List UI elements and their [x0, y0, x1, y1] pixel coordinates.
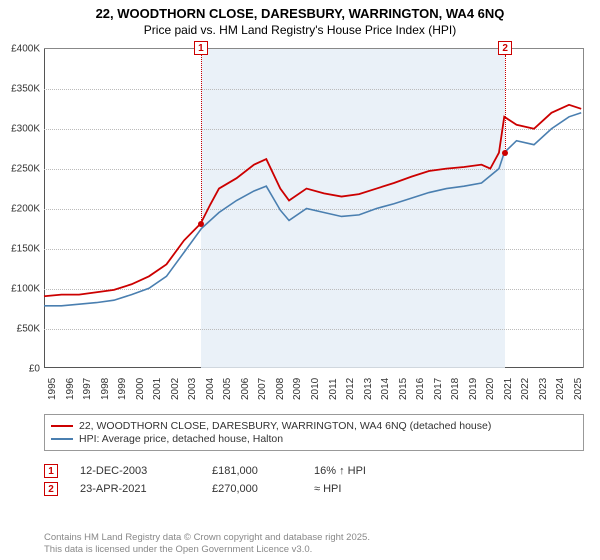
x-tick-label: 2001 [152, 378, 163, 400]
sale-flag-2: 2 [498, 41, 512, 55]
sale-price-1: £181,000 [212, 465, 292, 477]
sale-price-2: £270,000 [212, 483, 292, 495]
legend-row-2: HPI: Average price, detached house, Halt… [51, 433, 577, 445]
x-tick-label: 2011 [328, 378, 339, 400]
plot-area: 12 £0£50K£100K£150K£200K£250K£300K£350K£… [44, 48, 584, 368]
x-axis-labels: 1995 1996 1997 1998 1999 2000 2001 2002 2003 2004… [44, 370, 584, 410]
x-tick-label: 2025 [573, 378, 584, 400]
x-tick-label: 2019 [468, 378, 479, 400]
chart-title-line2: Price paid vs. HM Land Registry's House … [0, 23, 600, 37]
sales-row-2: 2 23-APR-2021 £270,000 ≈ HPI [44, 480, 584, 498]
x-tick-label: 2008 [275, 378, 286, 400]
legend-swatch-2 [51, 438, 73, 440]
plot-svg [44, 49, 583, 368]
y-tick-label: £0 [29, 364, 40, 375]
sales-row-1: 1 12-DEC-2003 £181,000 16% ↑ HPI [44, 462, 584, 480]
y-tick-label: £100K [11, 284, 40, 295]
x-tick-label: 2000 [135, 378, 146, 400]
x-tick-label: 1995 [47, 378, 58, 400]
x-tick-label: 2010 [310, 378, 321, 400]
sale-flag-1: 1 [194, 41, 208, 55]
x-tick-label: 2009 [292, 378, 303, 400]
x-tick-label: 2002 [170, 378, 181, 400]
y-tick-label: £200K [11, 204, 40, 215]
x-tick-label: 2007 [257, 378, 268, 400]
x-tick-label: 1999 [117, 378, 128, 400]
y-tick-label: £300K [11, 124, 40, 135]
footer-line-2: This data is licensed under the Open Gov… [44, 544, 584, 556]
x-tick-label: 2024 [555, 378, 566, 400]
x-tick-label: 2016 [415, 378, 426, 400]
y-tick-label: £150K [11, 244, 40, 255]
x-tick-label: 2017 [433, 378, 444, 400]
x-tick-label: 2018 [450, 378, 461, 400]
sales-table: 1 12-DEC-2003 £181,000 16% ↑ HPI 2 23-AP… [44, 462, 584, 498]
x-tick-label: 2004 [205, 378, 216, 400]
series-property [44, 105, 581, 296]
x-tick-label: 2023 [538, 378, 549, 400]
x-tick-label: 2022 [520, 378, 531, 400]
sale-marker-1: 1 [44, 464, 58, 478]
x-tick-label: 1997 [82, 378, 93, 400]
sale-date-1: 12-DEC-2003 [80, 465, 190, 477]
sale-date-2: 23-APR-2021 [80, 483, 190, 495]
y-tick-label: £50K [17, 324, 40, 335]
legend: 22, WOODTHORN CLOSE, DARESBURY, WARRINGT… [44, 414, 584, 451]
chart-title-line1: 22, WOODTHORN CLOSE, DARESBURY, WARRINGT… [0, 6, 600, 21]
x-tick-label: 2014 [380, 378, 391, 400]
legend-swatch-1 [51, 425, 73, 427]
x-tick-label: 2012 [345, 378, 356, 400]
x-tick-label: 1998 [100, 378, 111, 400]
footer-line-1: Contains HM Land Registry data © Crown c… [44, 532, 584, 544]
y-tick-label: £350K [11, 84, 40, 95]
y-tick-label: £250K [11, 164, 40, 175]
chart-container: 22, WOODTHORN CLOSE, DARESBURY, WARRINGT… [0, 0, 600, 560]
sale-hpi-1: 16% ↑ HPI [314, 465, 414, 477]
x-tick-label: 1996 [65, 378, 76, 400]
footer-attribution: Contains HM Land Registry data © Crown c… [44, 532, 584, 556]
x-tick-label: 2006 [240, 378, 251, 400]
x-tick-label: 2021 [503, 378, 514, 400]
sale-marker-2: 2 [44, 482, 58, 496]
x-tick-label: 2020 [485, 378, 496, 400]
x-tick-label: 2005 [222, 378, 233, 400]
y-tick-label: £400K [11, 44, 40, 55]
legend-label-1: 22, WOODTHORN CLOSE, DARESBURY, WARRINGT… [79, 420, 491, 432]
x-tick-label: 2013 [363, 378, 374, 400]
title-block: 22, WOODTHORN CLOSE, DARESBURY, WARRINGT… [0, 0, 600, 37]
x-tick-label: 2003 [187, 378, 198, 400]
x-tick-label: 2015 [398, 378, 409, 400]
sale-hpi-2: ≈ HPI [314, 483, 414, 495]
legend-row-1: 22, WOODTHORN CLOSE, DARESBURY, WARRINGT… [51, 420, 577, 432]
legend-label-2: HPI: Average price, detached house, Halt… [79, 433, 283, 445]
